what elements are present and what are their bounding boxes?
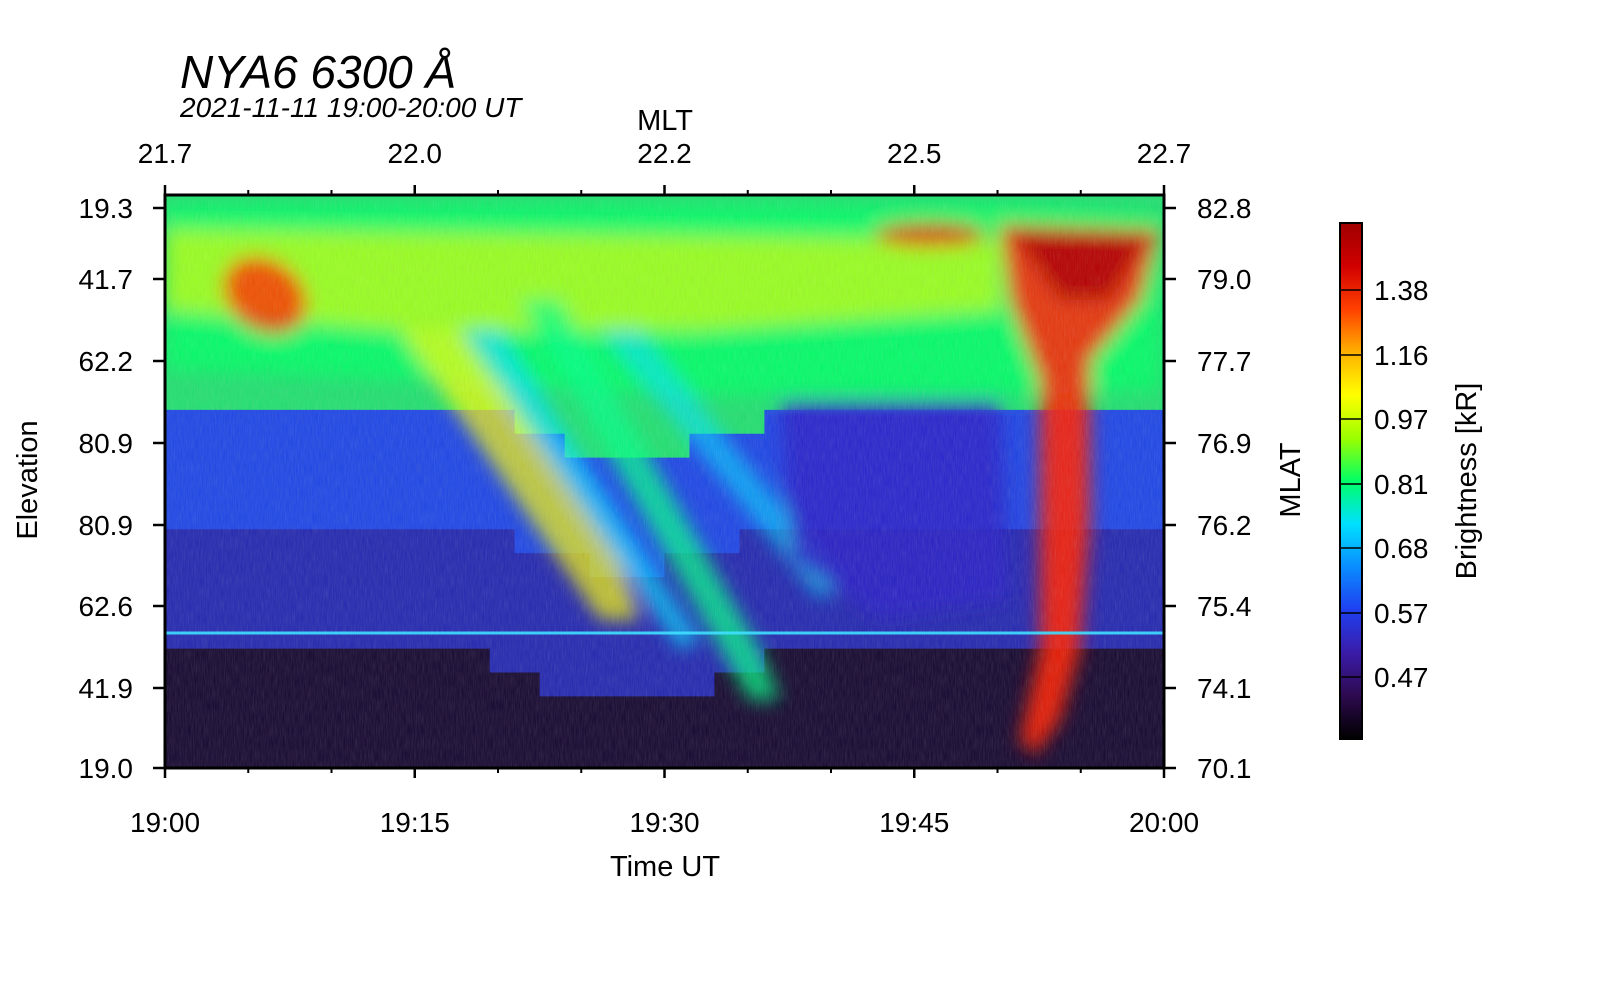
- right-y-tick-label: 79.0: [1197, 264, 1252, 295]
- y-tick-label: 62.2: [79, 346, 134, 377]
- x-tick-label: 20:00: [1129, 807, 1199, 838]
- x-tick-label: 19:00: [130, 807, 200, 838]
- top-axis-label: MLT: [637, 105, 693, 137]
- chart-title: NYA6 6300 Å: [180, 46, 456, 98]
- y-tick-label: 80.9: [79, 510, 134, 541]
- y-tick-label: 41.9: [79, 673, 134, 704]
- right-y-tick-label: 74.1: [1197, 673, 1252, 704]
- right-y-tick-label: 76.9: [1197, 428, 1252, 459]
- chart-subtitle: 2021-11-11 19:00-20:00 UT: [179, 92, 523, 123]
- x-tick-label: 19:30: [629, 807, 699, 838]
- y-tick-label: 80.9: [79, 428, 134, 459]
- noise-texture: [165, 195, 1164, 768]
- top-x-tick-label: 22.2: [637, 138, 692, 169]
- colorbar-tick-label: 0.68: [1374, 533, 1429, 564]
- colorbar-tick-label: 0.47: [1374, 662, 1429, 693]
- top-x-tick-label: 22.0: [388, 138, 443, 169]
- right-y-tick-label: 75.4: [1197, 591, 1252, 622]
- y-axis-label: Elevation: [12, 420, 44, 539]
- top-x-tick-label: 22.5: [887, 138, 942, 169]
- x-axis-label: Time UT: [610, 851, 720, 883]
- bottom-x-ticks: 19:00 19:15 19:30 19:45 20:00: [130, 768, 1199, 838]
- y-tick-label: 62.6: [79, 591, 134, 622]
- right-y-axis-label: MLAT: [1275, 442, 1307, 517]
- top-x-tick-label: 22.7: [1137, 138, 1192, 169]
- right-y-tick-label: 70.1: [1197, 753, 1252, 784]
- top-x-ticks: 21.7 22.0 22.2 22.5 22.7: [138, 138, 1192, 195]
- colorbar-label: Brightness [kR]: [1451, 383, 1483, 580]
- y-tick-label: 19.0: [79, 753, 134, 784]
- colorbar: [1339, 222, 1363, 740]
- left-y-ticks: 19.3 41.7 62.2 80.9 80.9 62.6 41.9 19.0: [79, 193, 165, 784]
- y-tick-label: 19.3: [79, 193, 134, 224]
- colorbar-ticks: 1.38 1.16 0.97 0.81 0.68 0.57 0.47: [1340, 275, 1429, 693]
- colorbar-tick-label: 1.16: [1374, 340, 1429, 371]
- x-tick-label: 19:15: [380, 807, 450, 838]
- right-y-tick-label: 82.8: [1197, 193, 1252, 224]
- colorbar-tick-label: 0.57: [1374, 598, 1429, 629]
- y-tick-label: 41.7: [79, 264, 134, 295]
- top-x-tick-label: 21.7: [138, 138, 193, 169]
- colorbar-tick-label: 1.38: [1374, 275, 1429, 306]
- colorbar-tick-label: 0.81: [1374, 469, 1429, 500]
- right-y-ticks: 82.8 79.0 77.7 76.9 76.2 75.4 74.1 70.1: [1164, 193, 1252, 784]
- right-y-tick-label: 77.7: [1197, 346, 1252, 377]
- colorbar-tick-label: 0.97: [1374, 404, 1429, 435]
- x-tick-label: 19:45: [879, 807, 949, 838]
- heatmap-plot: [165, 195, 1164, 768]
- right-y-tick-label: 76.2: [1197, 510, 1252, 541]
